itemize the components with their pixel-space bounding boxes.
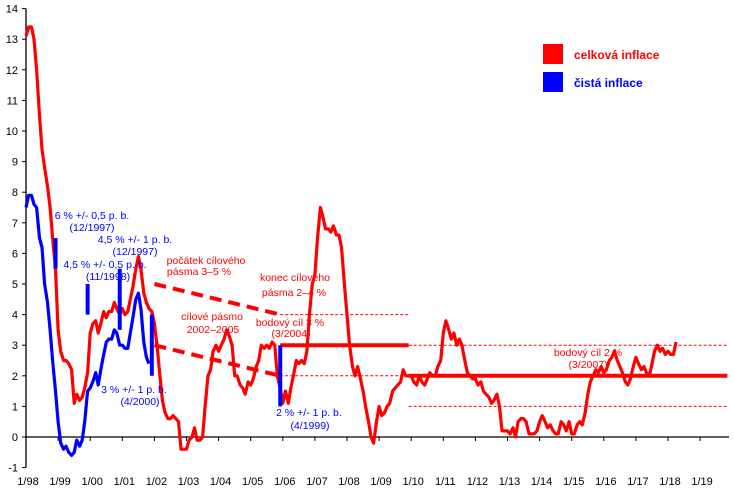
annotation-label: cílové pásmo	[181, 311, 243, 323]
y-tick-label: 11	[7, 95, 18, 107]
y-tick-label: 10	[6, 126, 18, 138]
y-tick-label: 2	[12, 371, 18, 383]
annotation-label: 4,5 % +/- 0,5 p. b.	[63, 259, 146, 271]
annotation-label: 2 % +/- 1 p. b.	[276, 407, 342, 419]
annotation-label: (3/2004)	[271, 328, 310, 340]
x-tick-label: 1/09	[370, 476, 391, 488]
x-tick-label: 1/14	[531, 476, 552, 488]
target-band-line	[153, 282, 281, 317]
target-bands	[153, 282, 728, 378]
annotation-label: (11/1998)	[86, 271, 130, 283]
y-tick-label: -1	[8, 463, 18, 475]
x-tick-label: 1/00	[81, 476, 102, 488]
annotation-label: 3 % +/- 1 p. b.	[101, 384, 167, 396]
x-tick-label: 1/03	[178, 476, 199, 488]
series-cista-inflace	[24, 193, 151, 457]
y-tick-label: 8	[12, 187, 18, 199]
y-tick-label: 3	[12, 340, 18, 352]
x-tick-label: 1/13	[499, 476, 520, 488]
x-tick-label: 1/10	[402, 476, 423, 488]
x-tick-label: 1/04	[210, 476, 231, 488]
series-celkova-inflace	[24, 25, 678, 451]
legend: celková inflace čistá inflace	[543, 44, 660, 92]
y-tick-label: 7	[12, 218, 18, 230]
annotation-label: pásma 3–5 %	[167, 266, 231, 278]
series-lines	[24, 25, 678, 457]
x-tick-label: 1/16	[595, 476, 616, 488]
y-tick-label: 6	[12, 248, 18, 260]
x-tick-label: 1/98	[17, 476, 38, 488]
annotation-label: bodový cíl 2 %	[554, 347, 622, 359]
x-tick-label: 1/19	[691, 476, 712, 488]
annotation-label: bodový cíl 3 %	[256, 317, 324, 329]
annotation-label: počátek cílového	[167, 255, 246, 267]
x-tick-label: 1/06	[274, 476, 295, 488]
target-markers	[53, 238, 283, 407]
x-tick-label: 1/11	[435, 476, 456, 488]
x-tick-label: 1/18	[659, 476, 680, 488]
annotation-label: (12/1997)	[113, 246, 158, 258]
x-tick-label: 1/17	[627, 476, 648, 488]
y-tick-label: 12	[6, 65, 18, 77]
annotation-label: konec cílového	[260, 272, 330, 284]
legend-label: celková inflace	[574, 48, 660, 62]
legend-swatch	[543, 72, 563, 92]
annotation-label: 6 % +/- 0,5 p. b.	[55, 210, 129, 222]
y-tick-label: 14	[6, 4, 18, 16]
target-band-line	[153, 343, 281, 378]
x-tick-label: 1/02	[146, 476, 167, 488]
y-tick-label: 9	[12, 157, 18, 169]
annotation-label: (4/2000)	[120, 396, 159, 408]
x-tick-label: 1/01	[114, 476, 135, 488]
legend-label: čistá inflace	[574, 76, 643, 90]
annotations: 6 % +/- 0,5 p. b.(12/1997)4,5 % +/- 1 p.…	[55, 210, 622, 432]
annotation-label: (3/2007)	[568, 359, 607, 371]
annotation-label: (4/1999)	[290, 420, 329, 432]
annotation-label: 4,5 % +/- 1 p. b.	[98, 234, 172, 246]
y-tick-label: 0	[12, 432, 18, 444]
x-tick-label: 1/99	[49, 476, 70, 488]
y-tick-label: 4	[12, 310, 18, 322]
y-tick-label: 1	[12, 401, 18, 413]
y-tick-label: 5	[12, 279, 18, 291]
x-tick-label: 1/05	[242, 476, 263, 488]
annotation-label: (12/1997)	[70, 222, 115, 234]
x-tick-label: 1/07	[306, 476, 327, 488]
x-tick-label: 1/15	[563, 476, 584, 488]
legend-swatch	[543, 44, 563, 64]
x-tick-label: 1/08	[338, 476, 359, 488]
annotation-label: pásma 2–4 %	[262, 287, 326, 299]
y-tick-label: 13	[6, 34, 18, 46]
x-tick-label: 1/12	[467, 476, 488, 488]
annotation-label: 2002–2005	[187, 324, 240, 336]
